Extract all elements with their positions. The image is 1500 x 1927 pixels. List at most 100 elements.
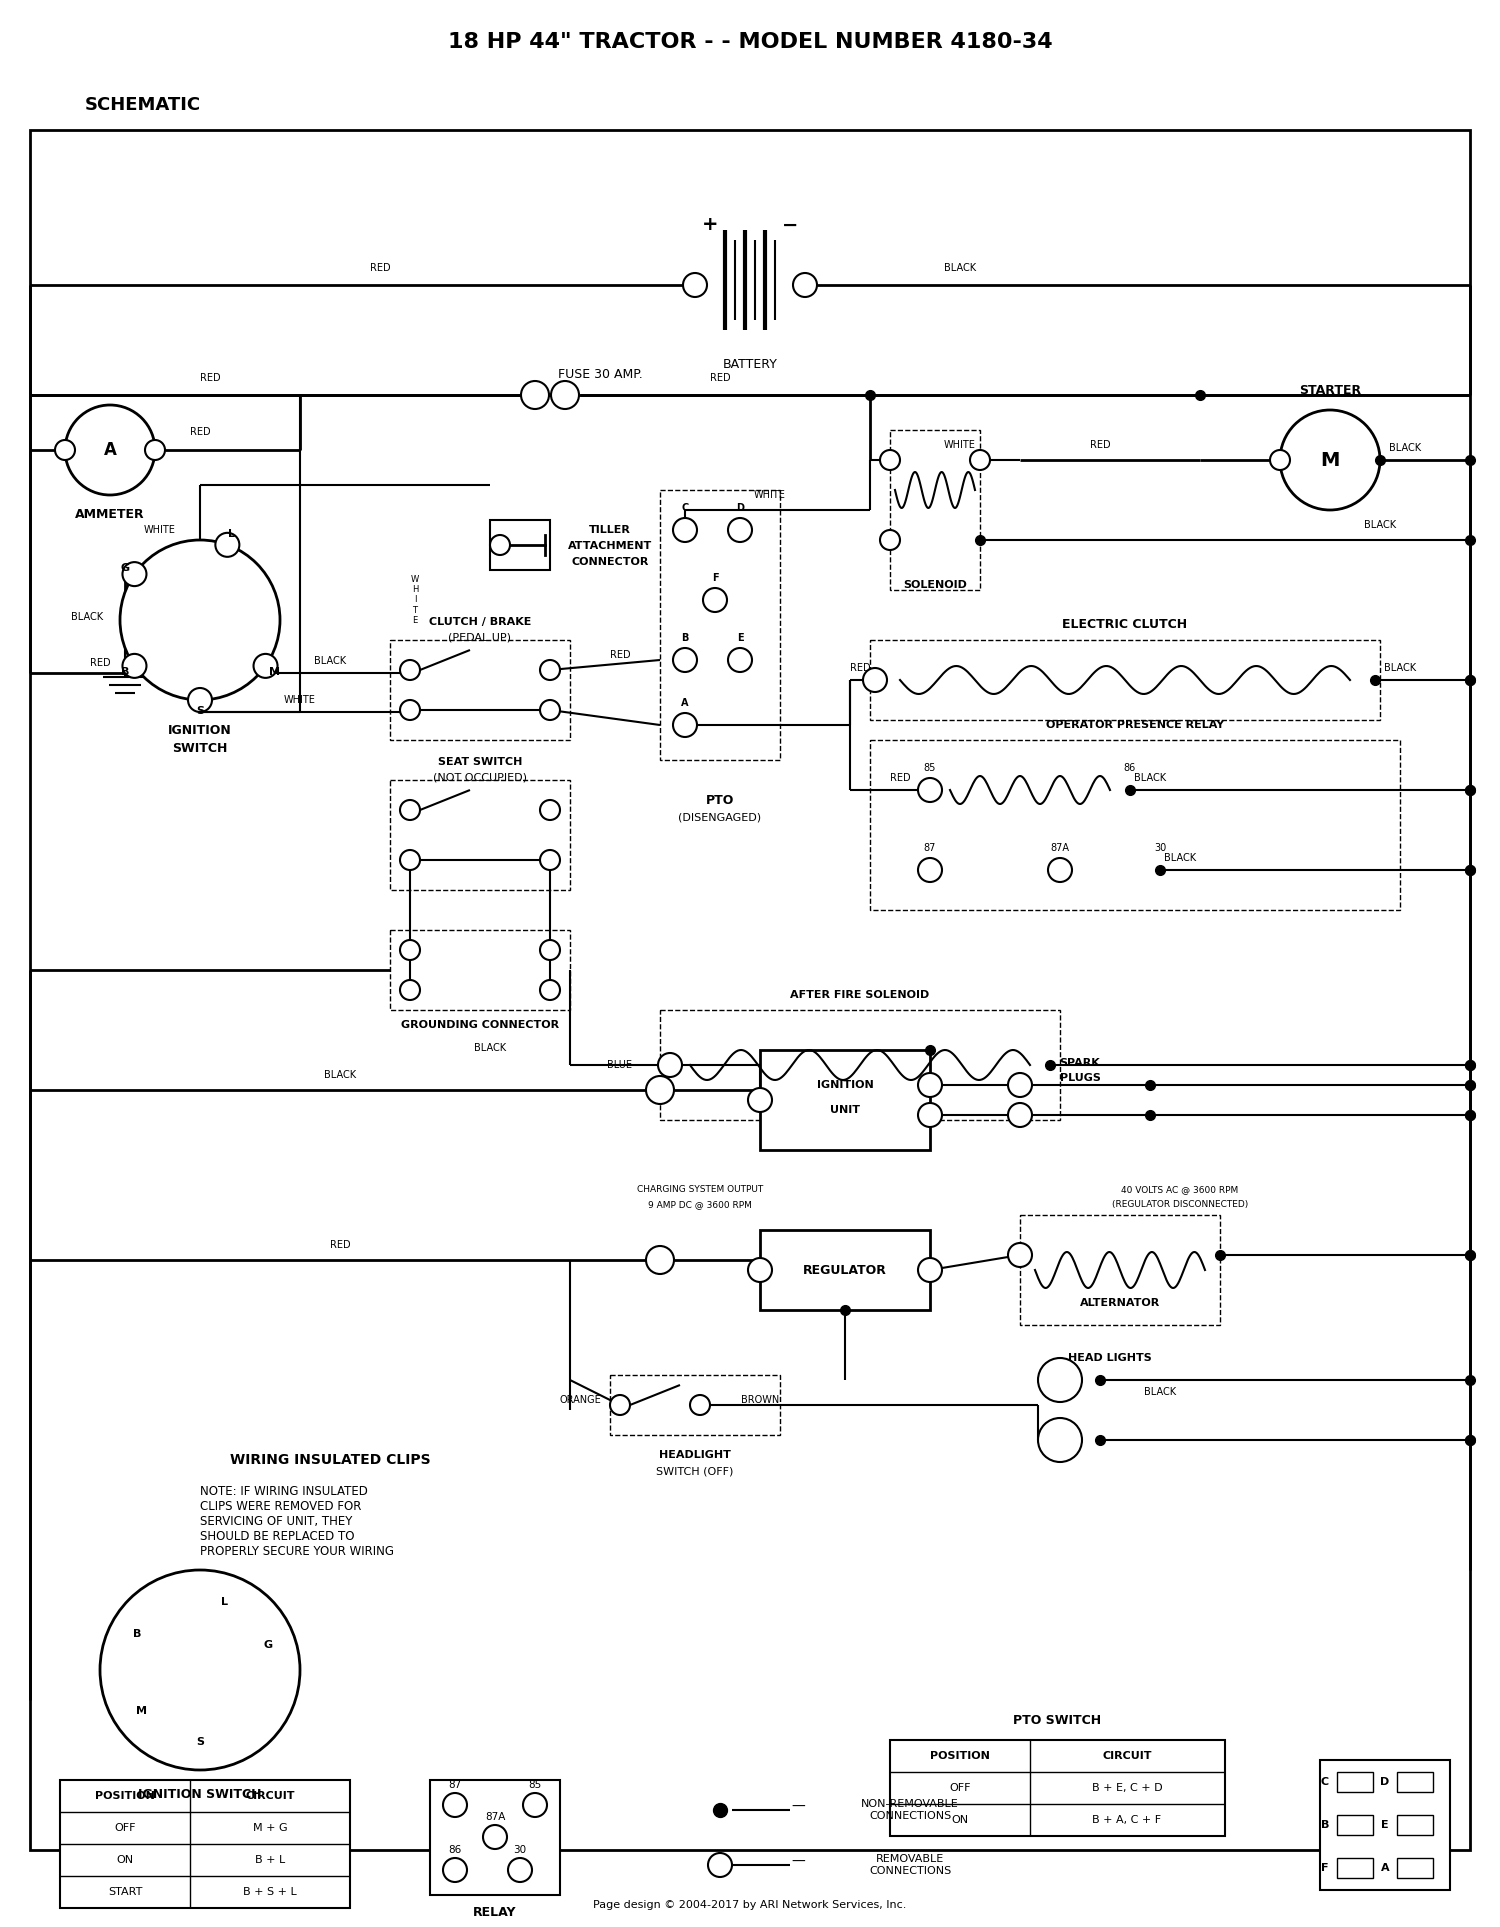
Text: RED: RED xyxy=(189,428,210,437)
Text: IGNITION: IGNITION xyxy=(816,1079,873,1091)
Text: RED: RED xyxy=(890,773,910,782)
Text: G: G xyxy=(262,1640,272,1650)
Text: B + E, C + D: B + E, C + D xyxy=(1092,1782,1162,1792)
Bar xyxy=(1020,1216,1220,1326)
Circle shape xyxy=(550,382,579,409)
Bar xyxy=(1396,1815,1432,1835)
Text: UNIT: UNIT xyxy=(830,1104,860,1116)
Circle shape xyxy=(483,1825,507,1850)
Text: B + L: B + L xyxy=(255,1856,285,1865)
Circle shape xyxy=(748,1089,772,1112)
Text: 86: 86 xyxy=(448,1844,462,1856)
Circle shape xyxy=(1038,1359,1082,1403)
Text: 87: 87 xyxy=(448,1781,462,1790)
Text: E: E xyxy=(1382,1819,1389,1831)
Text: 40 VOLTS AC @ 3600 RPM: 40 VOLTS AC @ 3600 RPM xyxy=(1122,1185,1239,1195)
Text: BLUE: BLUE xyxy=(608,1060,633,1069)
Text: D: D xyxy=(1380,1777,1389,1786)
Text: POSITION: POSITION xyxy=(930,1752,990,1761)
Text: M: M xyxy=(1320,451,1340,470)
Text: BLACK: BLACK xyxy=(1384,663,1416,673)
Text: −: − xyxy=(782,216,798,235)
Text: —: — xyxy=(790,1800,806,1813)
Circle shape xyxy=(918,1258,942,1281)
Text: RED: RED xyxy=(1089,439,1110,451)
Text: 30: 30 xyxy=(1154,842,1166,854)
Text: 30: 30 xyxy=(513,1844,526,1856)
Text: BLACK: BLACK xyxy=(1144,1387,1176,1397)
Bar xyxy=(124,1702,158,1721)
Circle shape xyxy=(540,800,560,821)
Circle shape xyxy=(658,1052,682,1077)
Text: 18 HP 44" TRACTOR - - MODEL NUMBER 4180-34: 18 HP 44" TRACTOR - - MODEL NUMBER 4180-… xyxy=(447,33,1053,52)
Circle shape xyxy=(400,661,420,680)
Circle shape xyxy=(728,518,752,541)
Text: AMMETER: AMMETER xyxy=(75,509,146,522)
Bar xyxy=(1396,1773,1432,1792)
Bar xyxy=(1336,1858,1372,1879)
Circle shape xyxy=(123,653,147,678)
Text: (NOT OCCUPIED): (NOT OCCUPIED) xyxy=(433,773,526,782)
Circle shape xyxy=(1008,1102,1032,1127)
Bar xyxy=(760,1229,930,1310)
Text: W
H
I
T
E: W H I T E xyxy=(411,574,419,624)
Bar xyxy=(390,931,570,1010)
Text: CIRCUIT: CIRCUIT xyxy=(1102,1752,1152,1761)
Text: GROUNDING CONNECTOR: GROUNDING CONNECTOR xyxy=(400,1019,560,1031)
Text: SEAT SWITCH: SEAT SWITCH xyxy=(438,757,522,767)
Text: 9 AMP DC @ 3600 RPM: 9 AMP DC @ 3600 RPM xyxy=(648,1201,752,1210)
Text: 87A: 87A xyxy=(1050,842,1070,854)
Circle shape xyxy=(728,647,752,673)
Text: A: A xyxy=(681,698,688,707)
Text: E: E xyxy=(736,632,744,644)
Text: 86: 86 xyxy=(1124,763,1136,773)
Text: ORANGE: ORANGE xyxy=(560,1395,602,1405)
Text: START: START xyxy=(108,1887,142,1896)
Circle shape xyxy=(64,405,154,495)
Text: BATTERY: BATTERY xyxy=(723,358,777,372)
Circle shape xyxy=(400,800,420,821)
Text: WHITE: WHITE xyxy=(944,439,976,451)
Circle shape xyxy=(970,451,990,470)
Text: B: B xyxy=(1322,1819,1329,1831)
Text: CLUTCH / BRAKE: CLUTCH / BRAKE xyxy=(429,617,531,626)
Bar xyxy=(890,430,980,590)
Bar xyxy=(890,1740,1226,1836)
Text: ALTERNATOR: ALTERNATOR xyxy=(1080,1299,1160,1308)
Circle shape xyxy=(880,451,900,470)
Circle shape xyxy=(540,850,560,869)
Text: RED: RED xyxy=(90,657,111,669)
Bar xyxy=(1336,1773,1372,1792)
Circle shape xyxy=(188,688,211,711)
Circle shape xyxy=(254,653,278,678)
Circle shape xyxy=(216,534,240,557)
Text: IGNITION: IGNITION xyxy=(168,723,232,736)
Circle shape xyxy=(1270,451,1290,470)
Text: 87A: 87A xyxy=(484,1811,506,1823)
Text: STARTER: STARTER xyxy=(1299,383,1360,397)
Text: PTO: PTO xyxy=(706,794,734,807)
Text: BLACK: BLACK xyxy=(70,613,102,622)
Circle shape xyxy=(540,981,560,1000)
Text: B: B xyxy=(122,667,129,676)
Text: ELECTRIC CLUTCH: ELECTRIC CLUTCH xyxy=(1062,619,1188,632)
Text: RED: RED xyxy=(609,649,630,661)
Circle shape xyxy=(490,536,510,555)
Text: PTO SWITCH: PTO SWITCH xyxy=(1013,1713,1101,1727)
Circle shape xyxy=(1008,1243,1032,1266)
Bar xyxy=(252,1636,284,1655)
Text: OFF: OFF xyxy=(114,1823,135,1833)
Circle shape xyxy=(918,1073,942,1096)
Text: REMOVABLE
CONNECTIONS: REMOVABLE CONNECTIONS xyxy=(868,1854,951,1875)
Bar xyxy=(870,740,1400,910)
Circle shape xyxy=(1038,1418,1082,1463)
Text: POSITION: POSITION xyxy=(94,1790,154,1802)
Text: CIRCUIT: CIRCUIT xyxy=(246,1790,294,1802)
Text: BLACK: BLACK xyxy=(1364,520,1396,530)
Circle shape xyxy=(918,779,942,802)
Circle shape xyxy=(748,1258,772,1281)
Text: RED: RED xyxy=(369,262,390,274)
Bar xyxy=(1336,1815,1372,1835)
Text: C: C xyxy=(1322,1777,1329,1786)
Text: OPERATOR PRESENCE RELAY: OPERATOR PRESENCE RELAY xyxy=(1046,721,1224,730)
